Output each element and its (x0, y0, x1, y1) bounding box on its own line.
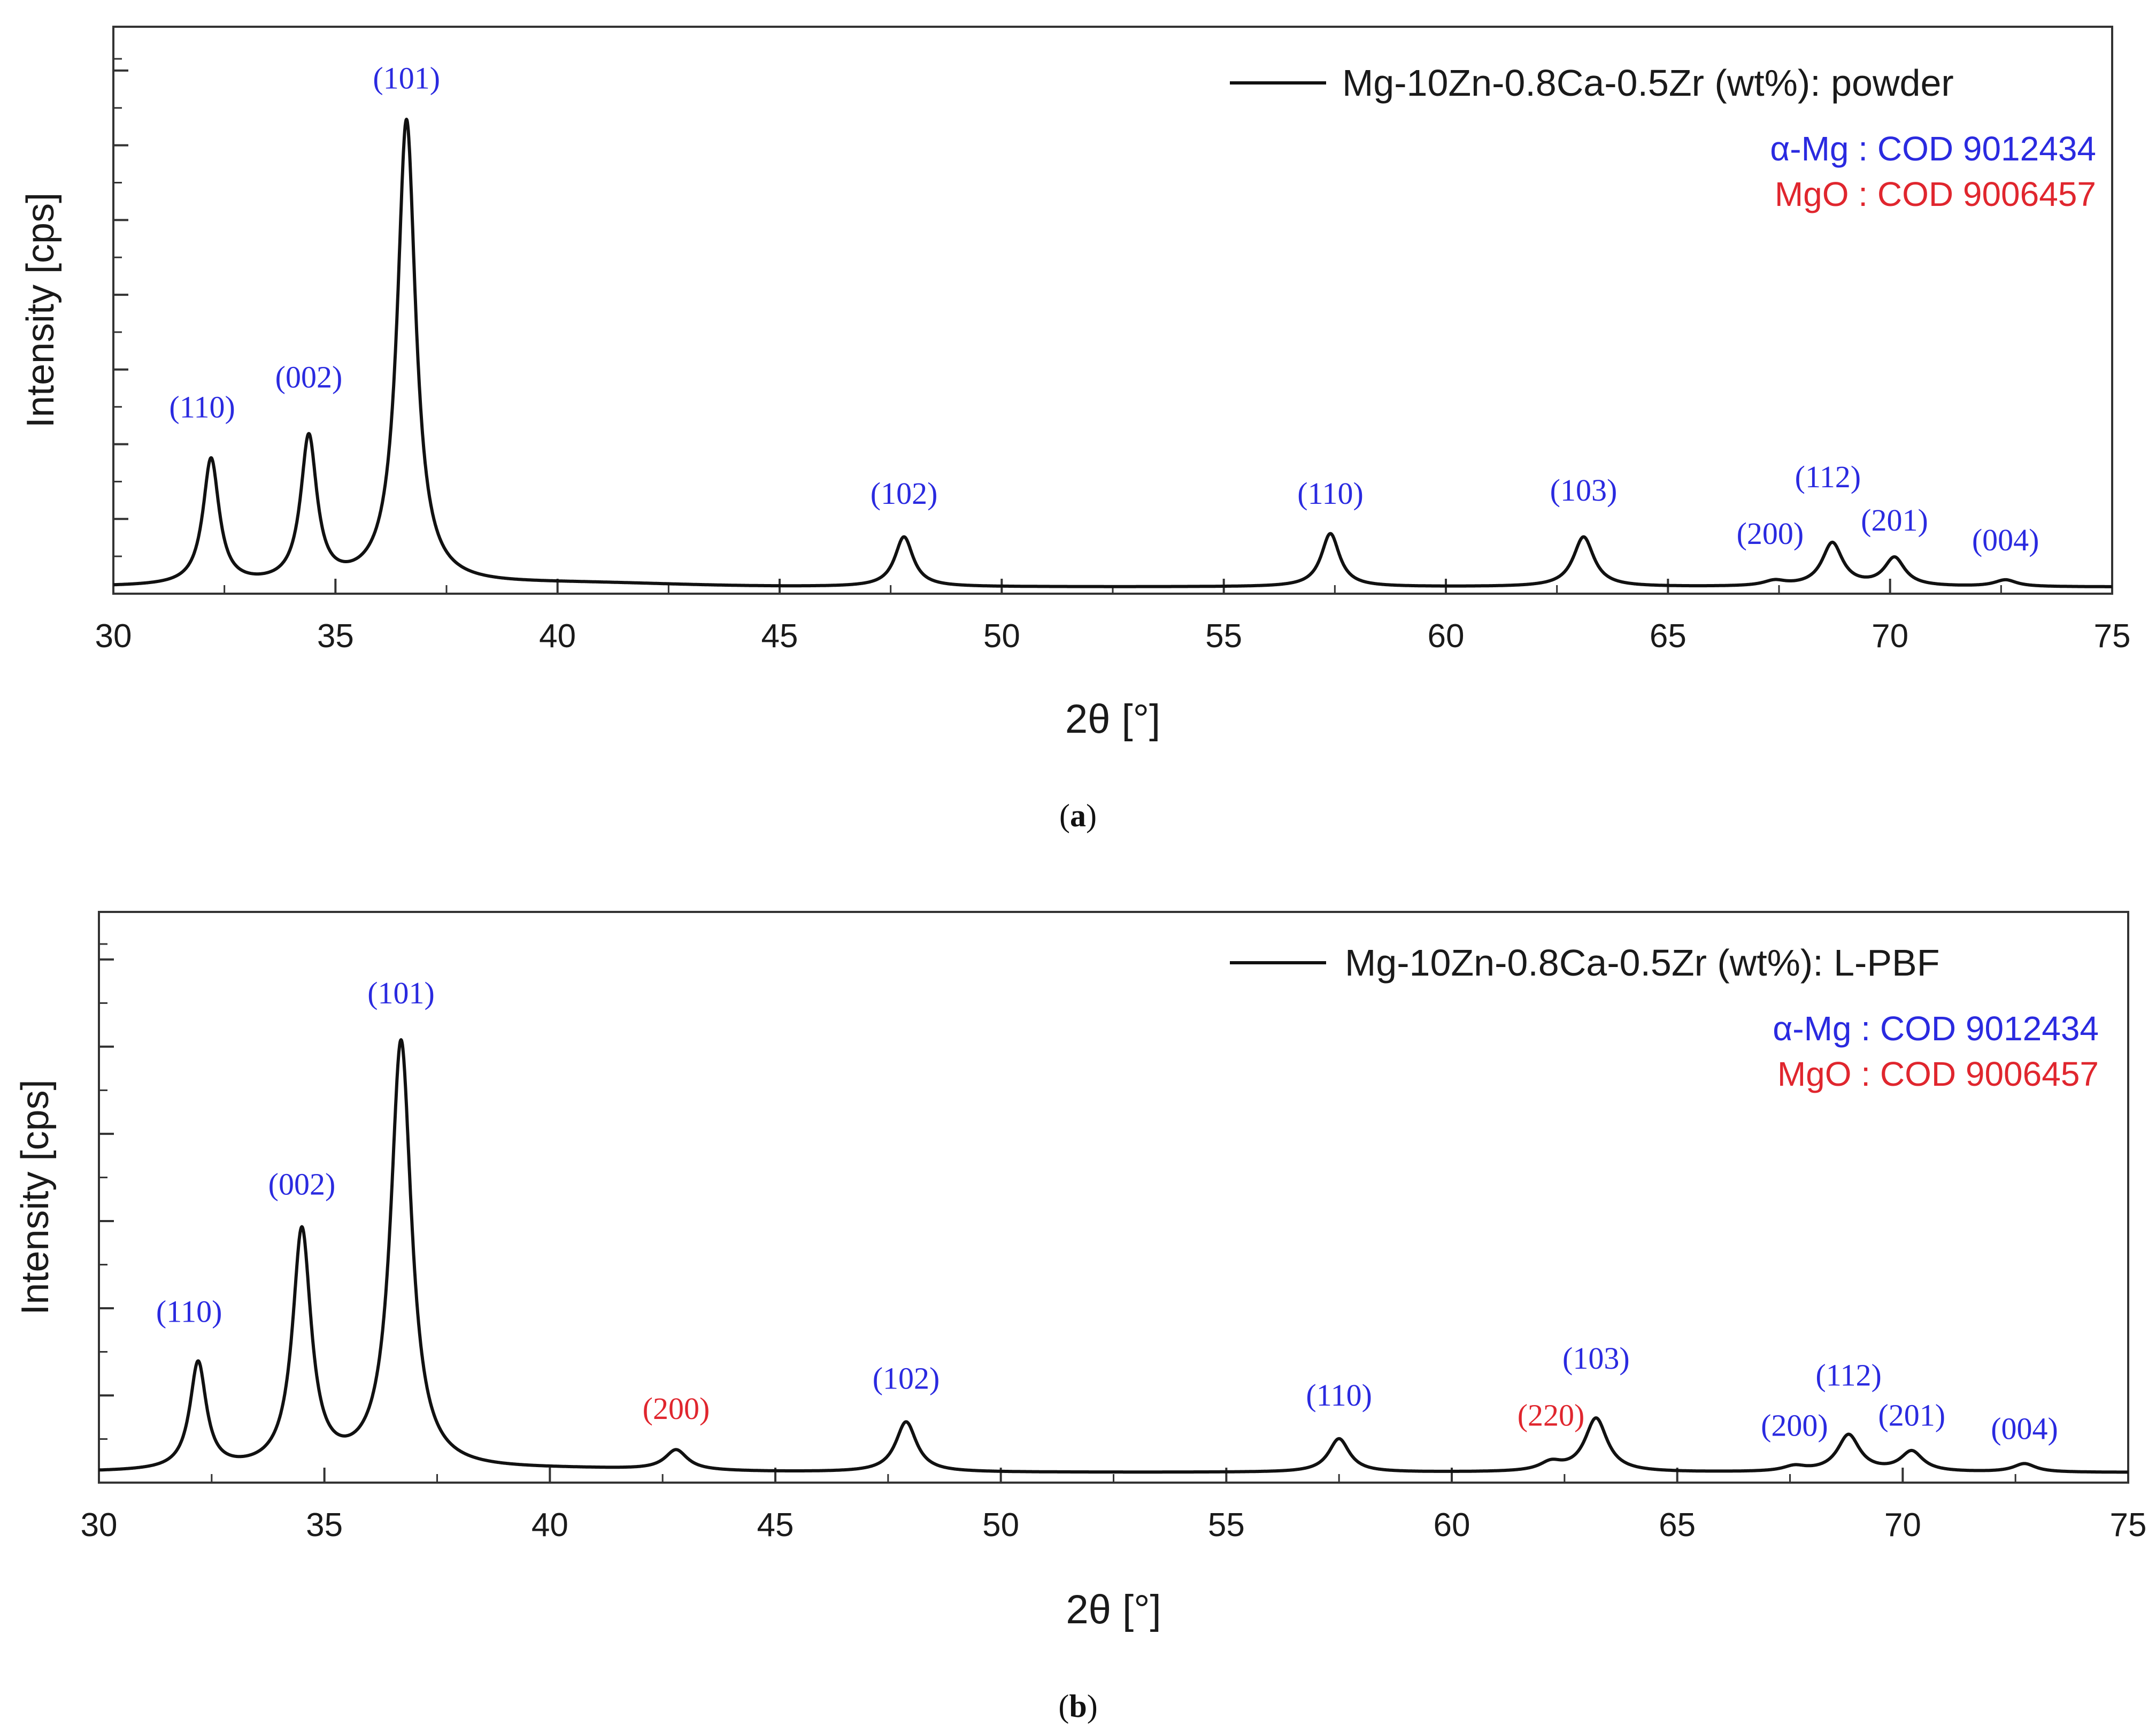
x-axis-label: 2θ [°] (1065, 696, 1160, 742)
panel-letter: a (1070, 798, 1086, 833)
panel-label: (b) (1058, 1689, 1097, 1724)
x-tick-label: 60 (1434, 1507, 1470, 1544)
x-tick-label: 40 (539, 618, 576, 655)
peak-label-alpha_mg: (110) (169, 390, 235, 425)
panel-b: 30 35 40 45 50 55 60 65 70 75 2θ [°] Intensity [cps… (14, 911, 2147, 1724)
peak-label-alpha_mg: (102) (873, 1361, 940, 1396)
panel-letter: b (1069, 1689, 1087, 1724)
peak-label-alpha_mg: (112) (1815, 1357, 1881, 1392)
peak-label-alpha_mg: (103) (1562, 1341, 1630, 1376)
peak-label-alpha_mg: (004) (1972, 523, 2039, 557)
y-axis-label: Intensity [cps] (19, 193, 62, 428)
x-tick-label: 40 (532, 1507, 568, 1544)
peak-label-alpha_mg: (101) (373, 60, 440, 95)
peak-label-alpha_mg: (201) (1861, 503, 1928, 538)
y-axis-label: Intensity [cps] (14, 1079, 57, 1315)
reference-mgo: MgO : COD 9006457 (1777, 1055, 2099, 1093)
peak-label-alpha_mg: (002) (275, 360, 343, 395)
peak-label-alpha_mg: (110) (156, 1294, 222, 1329)
peak-label-alpha_mg: (102) (871, 476, 938, 511)
x-tick-label: 60 (1428, 618, 1465, 655)
x-tick-label: 30 (81, 1507, 118, 1544)
x-tick-label: 65 (1650, 618, 1687, 655)
legend-entry: Mg-10Zn-0.8Ca-0.5Zr (wt%): powder (1342, 62, 1954, 104)
x-tick-label: 45 (757, 1507, 794, 1544)
x-tick-label: 75 (2094, 618, 2131, 655)
x-axis-label: 2θ [°] (1066, 1587, 1161, 1632)
peak-label-alpha_mg: (200) (1761, 1408, 1828, 1443)
reference-mgo: MgO : COD 9006457 (1775, 175, 2096, 213)
reference-alpha_mg: α-Mg : COD 9012434 (1770, 129, 2096, 168)
peak-label-alpha_mg: (002) (268, 1167, 336, 1201)
peak-label-alpha_mg: (112) (1795, 459, 1861, 494)
x-tick-label: 55 (1205, 618, 1242, 655)
peak-label-mgo: (200) (643, 1391, 710, 1426)
peak-label-alpha_mg: (201) (1878, 1398, 1945, 1433)
panel-label: (a) (1059, 798, 1097, 833)
xrd-pattern-line (97, 1038, 2130, 1474)
x-tick-label: 50 (982, 1507, 1019, 1544)
peak-label-alpha_mg: (110) (1297, 476, 1363, 511)
x-tick-label: 55 (1208, 1507, 1245, 1544)
peak-label-mgo: (220) (1518, 1398, 1585, 1433)
legend-entry: Mg-10Zn-0.8Ca-0.5Zr (wt%): L-PBF (1345, 942, 1939, 984)
x-tick-label: 65 (1659, 1507, 1696, 1544)
x-tick-label: 75 (2110, 1507, 2147, 1544)
xrd-pattern-line (112, 118, 2114, 588)
peak-label-alpha_mg: (110) (1306, 1378, 1372, 1413)
panel-a: 30 35 40 45 50 55 60 65 70 75 2θ [°] Intensity [cps… (19, 26, 2131, 833)
x-tick-label: 30 (95, 618, 132, 655)
x-tick-label: 50 (983, 618, 1020, 655)
peak-label-alpha_mg: (004) (1991, 1411, 2058, 1446)
x-tick-label: 35 (317, 618, 354, 655)
reference-alpha_mg: α-Mg : COD 9012434 (1773, 1009, 2099, 1048)
peak-label-alpha_mg: (103) (1550, 473, 1618, 508)
x-tick-label: 70 (1872, 618, 1908, 655)
x-tick-label: 35 (306, 1507, 343, 1544)
x-tick-label: 45 (761, 618, 798, 655)
peak-label-alpha_mg: (200) (1737, 516, 1804, 551)
x-tick-label: 70 (1884, 1507, 1921, 1544)
peak-label-alpha_mg: (101) (367, 976, 435, 1010)
